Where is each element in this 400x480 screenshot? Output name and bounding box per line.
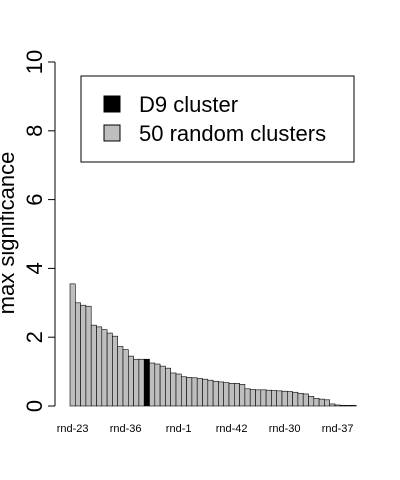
legend-label-random: 50 random clusters bbox=[139, 121, 326, 146]
bar-random-cluster bbox=[138, 358, 145, 407]
bar-random-cluster bbox=[239, 384, 246, 407]
y-tick-label: 6 bbox=[22, 193, 47, 205]
bar-random-cluster bbox=[69, 283, 76, 407]
legend-swatch-d9 bbox=[103, 95, 121, 113]
y-axis: 0 2 4 6 8 10 bbox=[22, 50, 56, 412]
bar-random-cluster bbox=[202, 378, 209, 407]
y-tick-label: 2 bbox=[22, 331, 47, 343]
bar-random-cluster bbox=[191, 377, 198, 407]
x-tick-labels: rnd-23 rnd-36 rnd-1 rnd-42 rnd-30 rnd-37 bbox=[57, 423, 354, 435]
y-tick-label: 10 bbox=[22, 50, 47, 74]
x-tick-label: rnd-42 bbox=[216, 423, 248, 435]
bar-random-cluster bbox=[122, 349, 129, 407]
bar-random-cluster bbox=[101, 329, 108, 407]
y-axis-title: max significance bbox=[0, 152, 19, 315]
bar-random-cluster bbox=[175, 373, 182, 407]
bar-random-cluster bbox=[302, 393, 309, 407]
bar-random-cluster bbox=[181, 376, 187, 407]
bar-random-cluster bbox=[133, 358, 140, 407]
bar-random-cluster bbox=[297, 392, 304, 407]
bar-random-cluster bbox=[244, 388, 251, 407]
bar-random-cluster bbox=[318, 398, 325, 407]
bar-random-cluster bbox=[260, 389, 267, 407]
bar-random-cluster bbox=[292, 391, 299, 407]
bars bbox=[69, 283, 357, 407]
bar-random-cluster bbox=[255, 389, 262, 407]
bar-random-cluster bbox=[334, 404, 341, 407]
bar-random-cluster bbox=[117, 346, 124, 407]
bar-random-cluster bbox=[345, 405, 352, 407]
bar-random-cluster bbox=[308, 396, 315, 407]
bar-random-cluster bbox=[265, 389, 272, 407]
bar-random-cluster bbox=[170, 372, 177, 407]
bar-random-cluster bbox=[149, 362, 156, 407]
legend: D9 cluster 50 random clusters bbox=[80, 75, 355, 163]
bar-random-cluster bbox=[276, 390, 283, 407]
bar-random-cluster bbox=[228, 382, 235, 407]
bar-random-cluster bbox=[196, 378, 203, 407]
bar-random-cluster bbox=[85, 305, 92, 407]
bar-random-cluster bbox=[281, 390, 288, 407]
bar-random-cluster bbox=[271, 390, 277, 407]
x-tick-label: rnd-36 bbox=[110, 423, 142, 435]
bar-random-cluster bbox=[90, 324, 97, 407]
bar-random-cluster bbox=[249, 389, 256, 407]
x-tick-label: rnd-23 bbox=[57, 423, 89, 435]
bar-random-cluster bbox=[186, 377, 193, 407]
x-tick-label: rnd-30 bbox=[269, 423, 301, 435]
bar-random-cluster bbox=[159, 365, 166, 407]
bar-random-cluster bbox=[218, 381, 224, 407]
x-tick-label: rnd-37 bbox=[322, 423, 354, 435]
x-tick-label: rnd-1 bbox=[166, 423, 192, 435]
bar-random-cluster bbox=[154, 363, 161, 407]
y-tick-label: 0 bbox=[22, 400, 47, 412]
bar-random-cluster bbox=[234, 382, 240, 407]
bar-random-cluster bbox=[96, 326, 103, 407]
legend-label-d9: D9 cluster bbox=[139, 92, 238, 117]
bar-random-cluster bbox=[286, 391, 293, 407]
bar-random-cluster bbox=[112, 335, 119, 407]
bar-random-cluster bbox=[212, 380, 219, 407]
bar-random-cluster bbox=[339, 405, 346, 407]
bar-d9-cluster bbox=[143, 358, 150, 407]
bar-random-cluster bbox=[75, 302, 81, 407]
bar-random-cluster bbox=[106, 332, 113, 407]
y-tick-label: 8 bbox=[22, 125, 47, 137]
bar-random-cluster bbox=[313, 398, 320, 407]
bar-random-cluster bbox=[223, 382, 230, 407]
bar-random-cluster bbox=[165, 367, 171, 407]
legend-swatch-random bbox=[103, 124, 121, 142]
legend-box bbox=[80, 75, 355, 163]
bar-random-cluster bbox=[329, 403, 336, 407]
bar-random-cluster bbox=[80, 304, 87, 407]
bar-random-cluster bbox=[207, 379, 214, 407]
bar-random-cluster bbox=[350, 405, 357, 407]
y-tick-label: 4 bbox=[22, 262, 47, 274]
bar-random-cluster bbox=[324, 399, 330, 407]
bar-random-cluster bbox=[128, 355, 134, 407]
